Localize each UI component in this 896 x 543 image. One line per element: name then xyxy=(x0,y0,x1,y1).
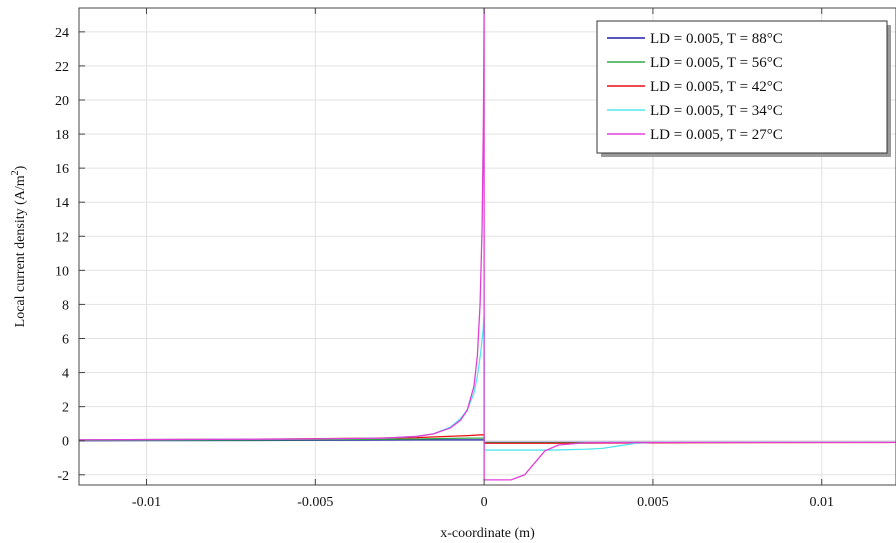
y-tick-label: 12 xyxy=(55,230,69,245)
legend-label-1: LD = 0.005, T = 88°C xyxy=(650,31,783,47)
series-lines xyxy=(78,7,896,481)
y-tick-label: 0 xyxy=(62,435,69,450)
legend-label-3: LD = 0.005, T = 42°C xyxy=(650,79,783,95)
y-tick-label: 14 xyxy=(55,196,69,211)
x-axis-label: x-coordinate (m) xyxy=(440,526,535,541)
x-tick-label: 0 xyxy=(481,495,488,510)
y-tick-label: 24 xyxy=(55,26,69,41)
y-tick-label: 8 xyxy=(62,298,69,313)
y-tick-label: 22 xyxy=(55,60,69,75)
y-tick-label: 20 xyxy=(55,94,69,109)
y-tick-label: 4 xyxy=(62,367,69,382)
legend: LD = 0.005, T = 88°C LD = 0.005, T = 56°C… xyxy=(596,20,891,157)
legend-label-5: LD = 0.005, T = 27°C xyxy=(650,127,783,143)
y-tick-label: 2 xyxy=(62,401,69,416)
legend-box xyxy=(596,20,888,154)
y-tick-label: -2 xyxy=(57,469,69,484)
y-axis-label: Local current density (A/m2) xyxy=(10,165,28,327)
y-tick-label: 16 xyxy=(55,162,69,177)
x-tick-label: 0.005 xyxy=(637,495,669,510)
axis-ticks: -0.01 -0.005 0 0.005 0.01-202468101214161820… xyxy=(55,8,834,510)
x-tick-label: -0.005 xyxy=(297,495,333,510)
plot-frame xyxy=(78,7,896,486)
y-tick-label: 18 xyxy=(55,128,69,143)
y-tick-label: 6 xyxy=(62,332,69,347)
y-axis-label-close: ) xyxy=(13,165,28,170)
legend-label-4: LD = 0.005, T = 34°C xyxy=(650,103,783,119)
y-tick-label: 10 xyxy=(55,264,69,279)
legend-label-2: LD = 0.005, T = 56°C xyxy=(650,55,783,71)
y-axis-label-main: Local current density (A/m xyxy=(13,175,28,327)
series-line-5 xyxy=(78,7,896,481)
x-tick-label: 0.01 xyxy=(809,495,834,510)
x-tick-label: -0.01 xyxy=(132,495,161,510)
y-axis-label-superscript: 2 xyxy=(10,170,21,175)
